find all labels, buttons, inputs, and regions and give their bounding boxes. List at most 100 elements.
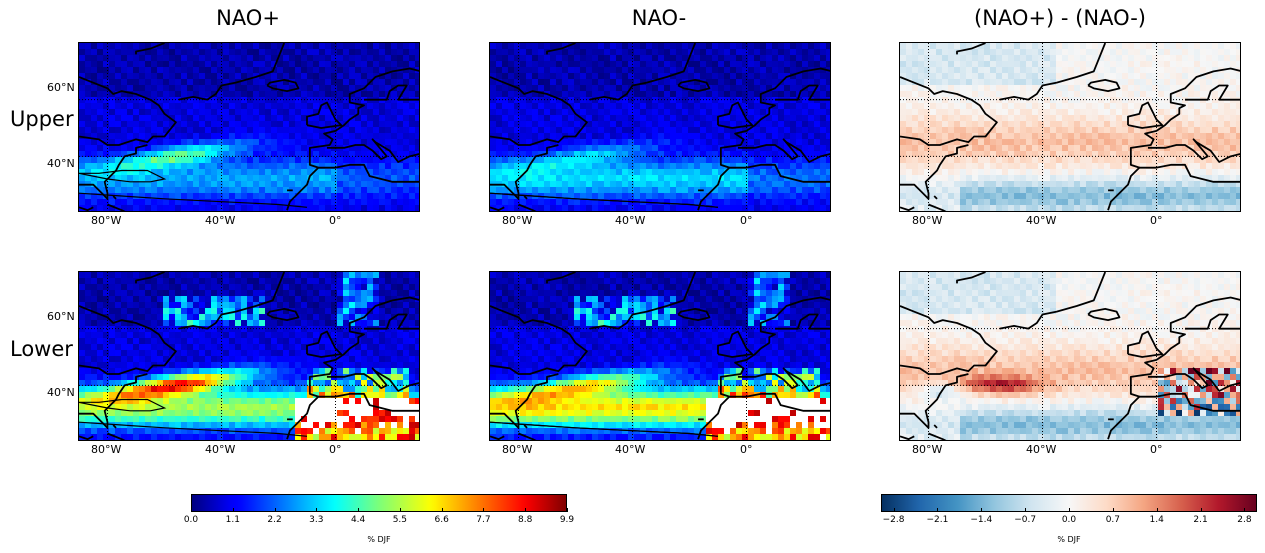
heatmap-cell [289,199,296,206]
heatmap-cell [397,127,404,134]
heatmap-cell [163,91,170,98]
heatmap-cell [355,115,362,122]
heatmap-cell [676,85,683,92]
heatmap-cell [307,55,314,62]
heatmap-cell [1014,127,1021,134]
heatmap-cell [1056,133,1063,140]
heatmap-cell [205,145,212,152]
heatmap-cell [924,139,931,146]
heatmap-cell [574,43,581,50]
heatmap-cell [187,79,194,86]
heatmap-cell [966,121,973,128]
heatmap-cell [966,67,973,74]
heatmap-cell [966,73,973,80]
heatmap-cell [802,109,809,116]
heatmap-cell [978,211,985,212]
heatmap-cell [930,97,937,104]
heatmap-cell [1236,139,1240,146]
heatmap-cell [1062,211,1069,212]
heatmap-cell [223,79,230,86]
heatmap-cell [349,205,356,211]
heatmap-cell [736,115,743,122]
heatmap-cell [361,49,368,56]
heatmap-cell [526,85,533,92]
heatmap-cell [1110,157,1117,164]
heatmap-cell [415,73,419,80]
heatmap-cell [1236,181,1240,188]
heatmap-cell [133,67,140,74]
heatmap-cell [1188,151,1195,158]
heatmap-cell [948,187,955,194]
heatmap-cell [796,103,803,110]
heatmap-cell [157,151,164,158]
heatmap-cell [1164,115,1171,122]
heatmap-cell [1224,55,1231,62]
heatmap-cell [670,151,677,158]
heatmap-cell [796,55,803,62]
heatmap-cell [181,43,188,50]
heatmap-cell [1218,109,1225,116]
heatmap-cell [1200,115,1207,122]
heatmap-cell [754,199,761,206]
heatmap-cell [646,43,653,50]
heatmap-cell [103,55,110,62]
heatmap-cell [373,145,380,152]
heatmap-cell [748,187,755,194]
heatmap-cell [658,139,665,146]
heatmap-cell [301,109,308,116]
heatmap-cell [978,139,985,146]
heatmap-cell [367,151,374,158]
heatmap-cell [1074,115,1081,122]
heatmap-cell [990,181,997,188]
heatmap-cell [1032,157,1039,164]
heatmap-cell [676,49,683,56]
heatmap-cell [181,115,188,122]
heatmap-cell [115,73,122,80]
heatmap-cell [954,55,961,62]
heatmap-cell [355,55,362,62]
heatmap-cell [1104,67,1111,74]
heatmap-cell [145,91,152,98]
heatmap-cell [265,67,272,74]
heatmap-cell [592,199,599,206]
heatmap-cell [325,49,332,56]
heatmap-cell [217,49,224,56]
heatmap-cell [984,175,991,182]
heatmap-cell [85,145,92,152]
heatmap-cell [193,181,200,188]
heatmap-cell [1188,157,1195,164]
heatmap-cell [1164,199,1171,206]
heatmap-cell [1098,67,1105,74]
heatmap-cell [1074,67,1081,74]
heatmap-cell [1110,61,1117,68]
heatmap-cell [930,175,937,182]
heatmap-cell [325,91,332,98]
heatmap-cell [175,211,182,212]
heatmap-cell [313,79,320,86]
heatmap-cell [367,205,374,211]
heatmap-cell [325,61,332,68]
heatmap-cell [1068,109,1075,116]
heatmap-cell [145,205,152,211]
heatmap-cell [283,205,290,211]
heatmap-cell [796,61,803,68]
heatmap-cell [133,211,140,212]
heatmap-cell [718,163,725,170]
heatmap-cell [163,85,170,92]
heatmap-cell [574,151,581,158]
heatmap-cell [379,163,386,170]
heatmap-cell [754,49,761,56]
heatmap-cell [391,103,398,110]
heatmap-cell [313,169,320,176]
heatmap-cell [924,145,931,152]
heatmap-cell [1068,103,1075,110]
heatmap-cell [1200,103,1207,110]
heatmap-cell [526,115,533,122]
heatmap-cell [718,73,725,80]
heatmap-cell [109,145,116,152]
heatmap-cell [990,109,997,116]
heatmap-cell [1218,169,1225,176]
heatmap-cell [996,175,1003,182]
heatmap-cell [1002,121,1009,128]
heatmap-cell [814,169,821,176]
